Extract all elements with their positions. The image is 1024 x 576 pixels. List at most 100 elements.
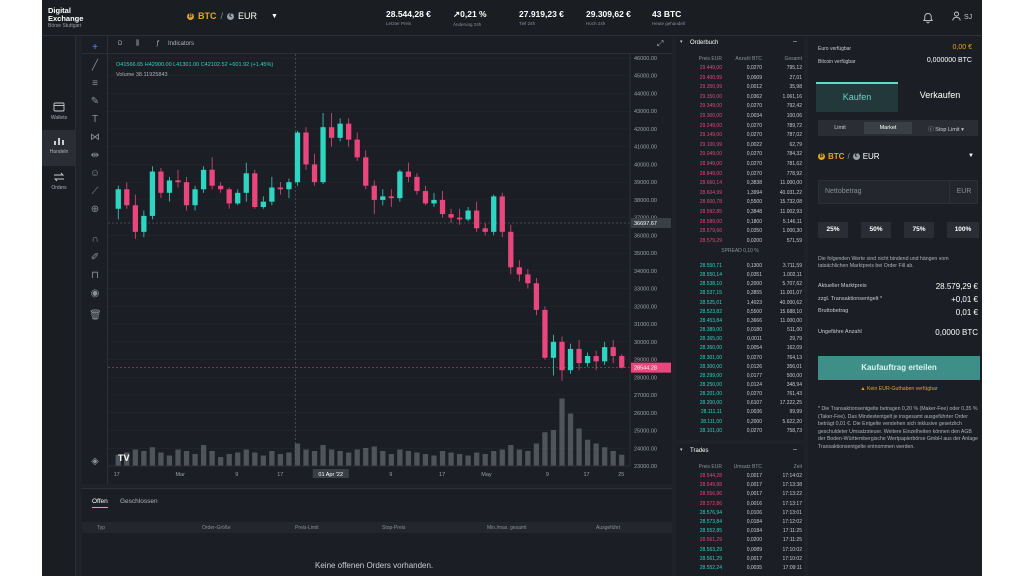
orderbook-bid-row[interactable]: 28.300,00 0,0126 356,01 — [676, 363, 804, 371]
trade-row[interactable]: 28.552,24 0,0035 17:09:11 — [676, 564, 804, 572]
order-type-stop-limit[interactable]: ⓘ Stop Limit ▾ — [928, 127, 964, 133]
tab-kaufen[interactable]: Kaufen — [816, 82, 898, 112]
orderbook-ask-row[interactable]: 28.604,99 1,3994 40.031,22 — [676, 189, 804, 197]
trendline-icon[interactable]: ╱ — [91, 60, 99, 71]
orderbook-bid-row[interactable]: 28.200,00 0,6107 17.222,25 — [676, 399, 804, 407]
sidebar-item-wallets[interactable]: Wallets — [42, 96, 76, 132]
orderbook-ask-row[interactable]: 28.579,66 0,0350 1.000,30 — [676, 227, 804, 235]
trade-pair-selector[interactable]: ₿ BTC / € EUR ▼ — [818, 151, 974, 161]
cell: 0,0012 — [746, 84, 762, 91]
trade-row[interactable]: 28.556,96 0,0017 17:13:22 — [676, 490, 804, 498]
magnet-icon[interactable]: ∩ — [91, 234, 99, 245]
minimize-icon[interactable]: – — [793, 446, 797, 453]
orderbook-ask-row[interactable]: 29.349,00 0,0270 792,42 — [676, 102, 804, 110]
fullscreen-icon[interactable]: ⤢ — [657, 39, 664, 48]
eye-icon[interactable]: ◉ — [90, 288, 100, 299]
order-type-market[interactable]: Market — [864, 122, 912, 134]
orderbook-bid-row[interactable]: 28.550,71 0,1300 3.711,59 — [676, 262, 804, 270]
brush-icon[interactable]: ✎ — [90, 96, 100, 107]
orderbook-ask-row[interactable]: 29.400,99 0,0009 27,01 — [676, 74, 804, 82]
minimize-icon[interactable]: – — [793, 38, 797, 45]
orderbook-bid-row[interactable]: 28.453,84 0,3666 11.000,00 — [676, 317, 804, 325]
submit-buy-order-button[interactable]: Kaufauftrag erteilen — [818, 356, 980, 380]
orderbook-ask-row[interactable]: 28.592,85 0,3848 11.002,93 — [676, 208, 804, 216]
orderbook-bid-row[interactable]: 28.201,00 0,0270 761,43 — [676, 390, 804, 398]
trash-icon[interactable]: 🗑 — [89, 310, 102, 321]
layers-icon[interactable]: ◈ — [91, 456, 99, 467]
measure-icon[interactable]: ⇹ — [90, 150, 100, 161]
trade-row[interactable]: 28.544,28 0,0017 17:14:02 — [676, 472, 804, 480]
orderbook-ask-row[interactable]: 29.100,99 0,0022 62,79 — [676, 141, 804, 149]
lock-icon[interactable]: ⊓ — [91, 270, 99, 281]
orderbook-bid-row[interactable]: 28.111,11 0,0036 99,99 — [676, 408, 804, 416]
indicators-icon[interactable]: ƒ — [156, 40, 160, 47]
percent-75-button[interactable]: 75% — [904, 222, 934, 238]
orderbook-bid-row[interactable]: 28.101,00 0,0270 758,73 — [676, 427, 804, 435]
tab-verkaufen[interactable]: Verkaufen — [898, 82, 982, 112]
orderbook-ask-row[interactable]: 29.300,00 0,0034 100,06 — [676, 112, 804, 120]
orderbook-ask-row[interactable]: 29.350,99 0,0012 35,98 — [676, 83, 804, 91]
indicators-button[interactable]: Indicators — [168, 41, 195, 47]
zoom-icon[interactable]: ⊕ — [90, 204, 100, 215]
brand-title[interactable]: Digital Exchange — [48, 6, 84, 23]
trade-row[interactable]: 28.572,86 0,0016 17:13:17 — [676, 500, 804, 508]
cell: 27,01 — [789, 74, 802, 81]
orderbook-bid-row[interactable]: 28.523,82 0,5500 15.688,10 — [676, 308, 804, 316]
orderbook-bid-row[interactable]: 28.250,00 0,0124 348,94 — [676, 381, 804, 389]
orderbook-bid-row[interactable]: 28.538,10 0,2000 5.707,62 — [676, 280, 804, 288]
interval-button[interactable]: D — [118, 41, 123, 47]
net-amount-input[interactable]: Nettobetrag EUR — [818, 180, 978, 204]
trade-row[interactable]: 28.552,85 0,0184 17:11:25 — [676, 527, 804, 535]
trade-row[interactable]: 28.561,29 0,0200 17:11:25 — [676, 536, 804, 544]
orderbook-bid-row[interactable]: 28.365,00 0,0011 29,79 — [676, 335, 804, 343]
tab-closed-orders[interactable]: Geschlossen — [120, 498, 158, 505]
orderbook-ask-row[interactable]: 29.449,00 0,0270 795,12 — [676, 64, 804, 72]
orderbook-ask-row[interactable]: 28.600,78 0,5500 15.732,08 — [676, 198, 804, 206]
orderbook-bid-row[interactable]: 28.301,00 0,0270 764,13 — [676, 354, 804, 362]
trade-row[interactable]: 28.563,29 0,0089 17:10:02 — [676, 546, 804, 554]
orderbook-ask-row[interactable]: 28.579,29 0,0200 571,59 — [676, 237, 804, 245]
fib-icon[interactable]: ≡ — [92, 78, 98, 89]
chart-panel[interactable]: D ⫼ ƒ Indicators ⤢ — [82, 36, 672, 484]
ruler-icon[interactable]: ⟋ — [91, 186, 99, 197]
orderbook-bid-row[interactable]: 28.525,01 1,4023 40.000,62 — [676, 299, 804, 307]
order-type-limit[interactable]: Limit — [834, 125, 846, 131]
orderbook-bid-row[interactable]: 28.360,00 0,0054 162,09 — [676, 344, 804, 352]
orderbook-ask-row[interactable]: 28.660,14 0,3838 11.000,00 — [676, 179, 804, 187]
orderbook-ask-row[interactable]: 29.149,00 0,0270 787,02 — [676, 131, 804, 139]
orderbook-bid-row[interactable]: 28.111,00 0,2000 5.622,20 — [676, 418, 804, 426]
trade-row[interactable]: 28.576,94 0,0106 17:13:01 — [676, 509, 804, 517]
orderbook-ask-row[interactable]: 29.350,00 0,0362 1.061,16 — [676, 93, 804, 101]
collapse-icon[interactable]: ▾ — [680, 39, 683, 45]
cell: 28.561,29 — [699, 537, 722, 544]
trade-row[interactable]: 28.573,84 0,0184 17:12:02 — [676, 518, 804, 526]
orderbook-bid-row[interactable]: 28.537,15 0,3855 11.001,07 — [676, 289, 804, 297]
sidebar-item-handeln[interactable]: Handeln — [42, 130, 76, 166]
sidebar-item-orders[interactable]: Orders — [42, 166, 76, 202]
trade-row[interactable]: 28.561,29 0,0017 17:10:02 — [676, 555, 804, 563]
percent-50-button[interactable]: 50% — [861, 222, 891, 238]
text-icon[interactable]: T — [91, 114, 99, 125]
orderbook-ask-row[interactable]: 28.949,00 0,0270 781,62 — [676, 160, 804, 168]
pair-selector[interactable]: ₿ BTC / € EUR ▼ — [187, 11, 278, 21]
draw-mode-icon[interactable]: ✐ — [90, 252, 100, 263]
orderbook-bid-row[interactable]: 28.299,00 0,0177 500,00 — [676, 372, 804, 380]
orderbook-ask-row[interactable]: 28.589,00 0,1800 5.146,11 — [676, 218, 804, 226]
trade-row[interactable]: 28.549,88 0,0017 17:13:38 — [676, 481, 804, 489]
crosshair-icon[interactable]: + — [92, 42, 98, 53]
bell-icon[interactable] — [922, 11, 934, 24]
percent-100-button[interactable]: 100% — [947, 222, 979, 238]
orderbook-bid-row[interactable]: 28.550,14 0,0351 1.002,11 — [676, 271, 804, 279]
percent-25-button[interactable]: 25% — [818, 222, 848, 238]
orderbook-bid-row[interactable]: 28.389,00 0,0180 511,00 — [676, 326, 804, 334]
user-menu[interactable]: SJ — [952, 11, 972, 23]
orderbook-ask-row[interactable]: 29.249,00 0,0270 789,72 — [676, 122, 804, 130]
tab-open-orders[interactable]: Offen — [92, 498, 108, 508]
candle-style-icon[interactable]: ⫼ — [136, 40, 140, 47]
emoji-icon[interactable]: ☺ — [89, 168, 101, 179]
price-chart[interactable]: 46000.00 45000.00 44000.00 43000.00 42000.00… — [108, 54, 672, 484]
orderbook-ask-row[interactable]: 28.849,00 0,0270 778,92 — [676, 170, 804, 178]
orderbook-ask-row[interactable]: 29.049,00 0,0270 784,32 — [676, 150, 804, 158]
pattern-icon[interactable]: ⋈ — [90, 132, 100, 143]
collapse-icon[interactable]: ▾ — [680, 447, 683, 453]
